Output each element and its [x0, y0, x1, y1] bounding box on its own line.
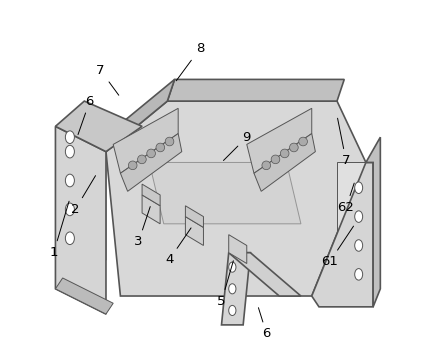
Text: 6: 6	[78, 95, 94, 135]
Polygon shape	[247, 108, 312, 173]
Ellipse shape	[66, 232, 74, 245]
Polygon shape	[142, 184, 160, 206]
Polygon shape	[186, 206, 203, 227]
Circle shape	[271, 155, 280, 164]
Ellipse shape	[66, 174, 74, 187]
Polygon shape	[149, 162, 301, 224]
Text: 2: 2	[71, 176, 96, 216]
Polygon shape	[186, 217, 203, 245]
Circle shape	[262, 161, 271, 170]
Polygon shape	[106, 101, 366, 296]
Polygon shape	[229, 253, 301, 296]
Ellipse shape	[229, 305, 236, 316]
Text: 7: 7	[338, 118, 350, 167]
Circle shape	[290, 143, 298, 152]
Circle shape	[165, 137, 174, 146]
Polygon shape	[113, 108, 178, 173]
Text: 3: 3	[134, 206, 150, 248]
Polygon shape	[366, 137, 381, 307]
Text: 61: 61	[321, 226, 354, 268]
Polygon shape	[312, 162, 373, 307]
Ellipse shape	[229, 284, 236, 294]
Text: 5: 5	[217, 261, 233, 308]
Circle shape	[299, 137, 307, 146]
Polygon shape	[222, 253, 250, 325]
Text: 62: 62	[338, 183, 354, 214]
Polygon shape	[106, 79, 175, 152]
Circle shape	[156, 143, 165, 152]
Polygon shape	[55, 126, 106, 314]
Polygon shape	[55, 101, 142, 152]
Ellipse shape	[66, 145, 74, 158]
Text: 8: 8	[176, 42, 204, 81]
Ellipse shape	[66, 203, 74, 216]
Circle shape	[280, 149, 289, 158]
Polygon shape	[167, 79, 344, 101]
Text: 7: 7	[96, 64, 119, 95]
Polygon shape	[142, 195, 160, 224]
Polygon shape	[120, 134, 182, 191]
Ellipse shape	[355, 240, 363, 251]
Circle shape	[147, 149, 155, 158]
Ellipse shape	[355, 182, 363, 193]
Text: 4: 4	[165, 228, 191, 266]
Ellipse shape	[355, 269, 363, 280]
Text: 6: 6	[258, 308, 271, 340]
Ellipse shape	[66, 131, 74, 143]
Text: 9: 9	[223, 131, 251, 161]
Ellipse shape	[229, 262, 236, 272]
Polygon shape	[229, 235, 247, 264]
Ellipse shape	[355, 211, 363, 222]
Polygon shape	[84, 130, 106, 282]
Polygon shape	[55, 278, 113, 314]
Polygon shape	[254, 134, 315, 191]
Circle shape	[128, 161, 137, 170]
Circle shape	[138, 155, 146, 164]
Polygon shape	[337, 162, 366, 296]
Text: 1: 1	[49, 201, 69, 259]
